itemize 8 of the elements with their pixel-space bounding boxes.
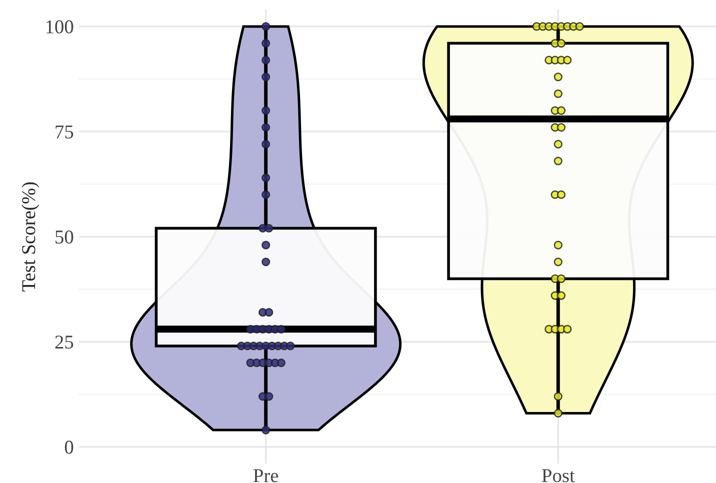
y-tick-label: 100 (46, 20, 74, 34)
y-tick-label: 0 (64, 440, 74, 454)
y-tick-label: 25 (55, 336, 74, 349)
y-tick-label: 75 (56, 126, 74, 139)
y-tick-label: 50 (56, 230, 74, 244)
y-axis-title: Test Score(%) (22, 182, 40, 292)
x-tick-label: Post (542, 469, 575, 482)
x-tick-label: Pre (253, 469, 278, 482)
